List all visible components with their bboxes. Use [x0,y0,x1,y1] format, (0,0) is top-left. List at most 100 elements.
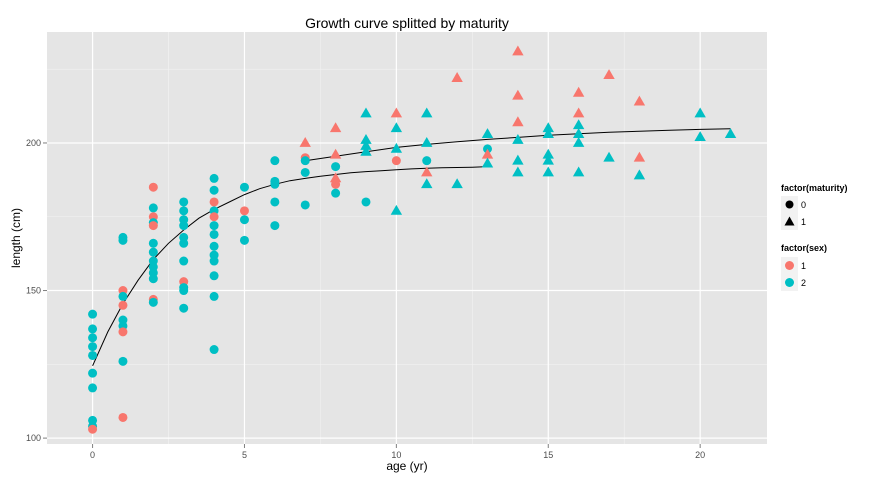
data-point-triangle [390,107,403,118]
data-point-triangle [451,72,463,82]
legend-key-sex-1 [785,261,794,270]
data-point-circle [331,179,341,189]
legend-key-triangle [784,216,795,226]
data-point-circle [118,327,128,337]
data-point-circle [118,291,128,301]
data-point-circle [209,345,219,355]
minor-gridlines [47,32,767,444]
data-point-circle [300,200,310,210]
data-point-triangle [390,142,403,153]
data-point-circle [209,221,219,231]
data-point-circle [88,309,98,319]
legend-sex-title: factor(sex) [781,243,827,253]
data-point-circle [209,291,219,301]
data-point-triangle [360,139,372,150]
data-point-circle [88,342,98,352]
data-point-triangle [329,172,342,183]
data-point-triangle [390,204,403,215]
data-point-triangle [512,166,524,177]
data-point-circle [88,350,98,360]
legend-key-sex-2 [785,278,794,287]
data-point-triangle [542,122,554,133]
data-point-triangle [329,148,342,159]
data-point-triangle [572,136,585,147]
data-point-triangle [542,154,554,165]
data-point-triangle [572,107,585,118]
data-point-triangle [572,86,585,97]
data-point-triangle [421,136,433,147]
data-point-triangle [360,134,372,144]
data-point-circle [209,241,219,251]
data-point-circle [148,203,158,213]
data-point-circle [270,197,280,207]
data-point-circle [239,182,249,192]
x-axis-title: age (yr) [386,459,427,473]
legend-sex: factor(sex) 1 2 [781,243,827,291]
data-point-triangle [360,107,372,118]
data-point-triangle [572,119,585,130]
data-point-triangle [694,107,706,118]
data-point-triangle [542,128,554,139]
data-points [88,45,737,434]
legend-sex-label-1: 1 [801,261,806,271]
data-point-circle [118,356,128,366]
growth-curve-maturity-0 [92,166,488,367]
data-point-circle [239,235,249,245]
data-point-circle [148,238,158,248]
data-point-circle [179,303,189,313]
data-point-circle [209,212,219,222]
data-point-circle [148,297,158,307]
data-point-triangle [421,178,433,189]
data-point-circle [209,256,219,266]
data-point-circle [270,221,280,231]
data-point-circle [391,156,401,166]
data-point-circle [88,324,98,334]
data-point-circle [209,173,219,183]
data-point-circle [179,206,189,216]
data-point-triangle [360,145,372,156]
y-tick-label: 200 [26,138,41,148]
data-point-triangle [512,45,524,56]
data-point-circle [179,197,189,207]
data-point-circle [88,333,98,343]
legend-maturity-label-1: 1 [801,217,806,227]
data-point-circle [179,238,189,248]
data-point-circle [179,256,189,266]
data-point-circle [209,197,219,207]
data-point-triangle [421,166,433,177]
data-point-triangle [481,128,494,139]
data-point-circle [270,179,280,189]
data-point-triangle [512,134,524,144]
y-axis-title: length (cm) [9,208,23,268]
data-point-circle [209,185,219,195]
data-point-circle [88,424,98,434]
data-point-triangle [481,157,494,168]
y-tick-label: 150 [26,286,41,296]
data-point-triangle [421,107,433,118]
data-point-circle [239,215,249,225]
legend-key-circle [785,200,794,209]
data-point-triangle [512,154,524,165]
legend-sex-label-2: 2 [801,278,806,288]
legend-maturity-label-0: 0 [801,200,806,210]
y-axis-ticks: 100 150 200 [26,138,47,443]
data-point-circle [148,274,158,284]
x-tick-label: 15 [543,450,553,460]
y-tick-label: 100 [26,433,41,443]
plot-panel [47,32,767,444]
data-point-triangle [694,131,706,141]
data-point-circle [179,221,189,231]
data-point-circle [179,286,189,296]
data-point-circle [361,197,371,207]
x-tick-label: 0 [90,450,95,460]
data-point-circle [239,206,249,216]
data-point-triangle [542,166,554,177]
data-point-triangle [451,178,463,189]
x-tick-label: 20 [695,450,705,460]
data-point-circle [148,221,158,231]
data-point-triangle [481,148,494,159]
data-point-triangle [512,116,524,127]
x-tick-label: 5 [242,450,247,460]
data-point-circle [118,412,128,422]
chart-title: Growth curve splitted by maturity [305,15,509,31]
